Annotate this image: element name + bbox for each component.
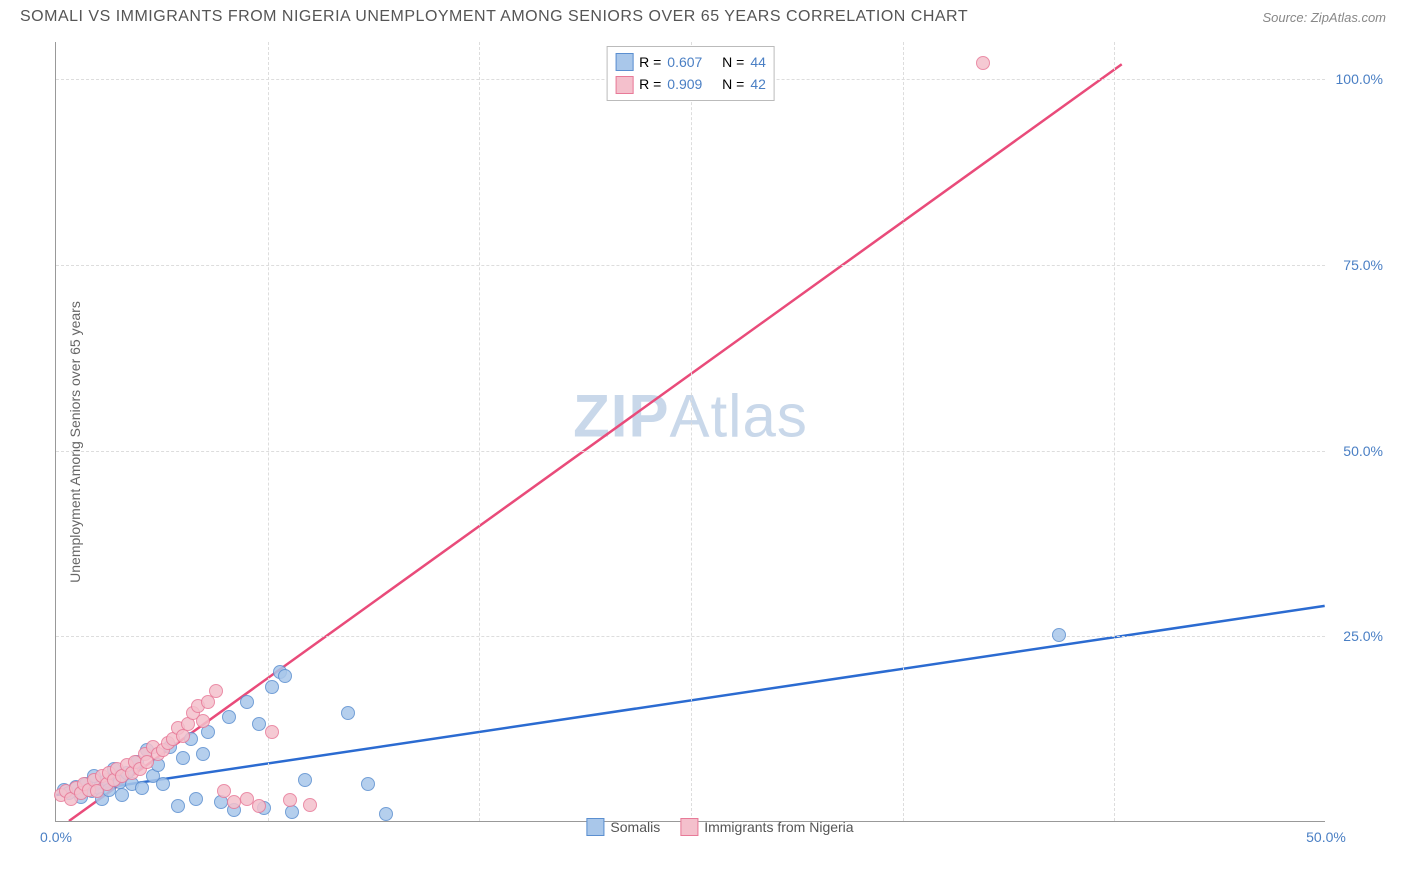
scatter-point <box>265 725 279 739</box>
n-label: N = <box>722 73 744 95</box>
gridline-vertical <box>268 42 269 821</box>
scatter-point <box>156 777 170 791</box>
y-tick-label: 75.0% <box>1343 257 1383 273</box>
legend-swatch-icon <box>586 818 604 836</box>
r-value-somalis: 0.607 <box>667 51 702 73</box>
n-value-nigeria: 42 <box>750 73 766 95</box>
scatter-point <box>265 680 279 694</box>
legend-label-nigeria: Immigrants from Nigeria <box>704 819 853 835</box>
scatter-point <box>196 714 210 728</box>
y-tick-label: 50.0% <box>1343 443 1383 459</box>
y-tick-label: 100.0% <box>1336 71 1383 87</box>
scatter-point <box>379 807 393 821</box>
chart-source: Source: ZipAtlas.com <box>1262 10 1386 25</box>
legend-item-somalis: Somalis <box>586 818 660 836</box>
r-label: R = <box>639 51 661 73</box>
scatter-point <box>176 751 190 765</box>
scatter-point <box>196 747 210 761</box>
scatter-point <box>283 793 297 807</box>
legend-series: Somalis Immigrants from Nigeria <box>586 818 853 836</box>
plot-area: ZIPAtlas R = 0.607 N = 44 R = 0.909 N = … <box>55 42 1325 822</box>
n-value-somalis: 44 <box>750 51 766 73</box>
watermark-bold: ZIP <box>573 382 669 449</box>
r-value-nigeria: 0.909 <box>667 73 702 95</box>
y-tick-label: 25.0% <box>1343 628 1383 644</box>
gridline-vertical <box>903 42 904 821</box>
x-tick-label: 50.0% <box>1306 829 1346 845</box>
scatter-point <box>209 684 223 698</box>
scatter-point <box>341 706 355 720</box>
scatter-point <box>361 777 375 791</box>
gridline-vertical <box>1114 42 1115 821</box>
x-tick-label: 0.0% <box>40 829 72 845</box>
scatter-point <box>298 773 312 787</box>
scatter-point <box>171 799 185 813</box>
scatter-point <box>976 56 990 70</box>
scatter-point <box>240 695 254 709</box>
scatter-point <box>222 710 236 724</box>
legend-row-somalis: R = 0.607 N = 44 <box>615 51 766 73</box>
chart-title: SOMALI VS IMMIGRANTS FROM NIGERIA UNEMPL… <box>20 8 968 26</box>
scatter-point <box>135 781 149 795</box>
chart-container: Unemployment Among Seniors over 65 years… <box>55 42 1385 842</box>
legend-swatch-icon <box>680 818 698 836</box>
legend-swatch-nigeria <box>615 76 633 94</box>
r-label: R = <box>639 73 661 95</box>
trend-line <box>69 64 1122 821</box>
scatter-point <box>115 788 129 802</box>
gridline-vertical <box>479 42 480 821</box>
scatter-point <box>1052 628 1066 642</box>
legend-item-nigeria: Immigrants from Nigeria <box>680 818 853 836</box>
gridline-vertical <box>691 42 692 821</box>
legend-label-somalis: Somalis <box>610 819 660 835</box>
scatter-point <box>252 799 266 813</box>
legend-swatch-somalis <box>615 53 633 71</box>
scatter-point <box>278 669 292 683</box>
scatter-point <box>189 792 203 806</box>
scatter-point <box>303 798 317 812</box>
n-label: N = <box>722 51 744 73</box>
legend-correlation: R = 0.607 N = 44 R = 0.909 N = 42 <box>606 46 775 101</box>
legend-row-nigeria: R = 0.909 N = 42 <box>615 73 766 95</box>
scatter-point <box>285 805 299 819</box>
